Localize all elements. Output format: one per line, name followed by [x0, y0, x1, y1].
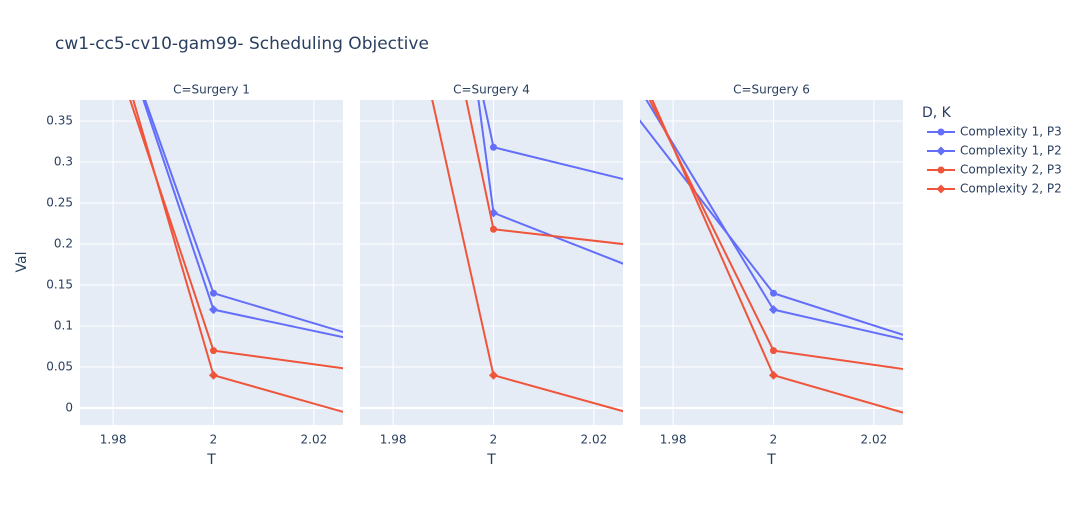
- marker: [921, 368, 928, 375]
- marker: [490, 225, 498, 233]
- marker: [618, 29, 627, 38]
- marker: [770, 289, 778, 297]
- legend-label: Complexity 1, P2: [960, 144, 1062, 158]
- legend-marker: [936, 146, 946, 156]
- y-tick-label: 0.1: [54, 319, 73, 333]
- chart-title: cw1-cc5-cv10-gam99- Scheduling Objective: [55, 34, 429, 54]
- y-axis-label: Val: [14, 252, 30, 273]
- x-tick-label: 1.98: [380, 433, 407, 447]
- plot-area: [129, 100, 343, 413]
- marker: [490, 143, 498, 151]
- plot-area: [431, 100, 623, 413]
- marker: [769, 305, 779, 315]
- x-tick-label: 1.98: [100, 433, 127, 447]
- marker: [769, 370, 779, 380]
- legend-label: Complexity 1, P3: [960, 125, 1062, 139]
- marker: [210, 289, 218, 297]
- legend-title: D, K: [922, 105, 952, 121]
- marker: [770, 347, 778, 355]
- y-tick-label: 0.35: [46, 113, 73, 127]
- y-tick-label: 0.2: [54, 237, 73, 251]
- y-tick-label: 0.25: [46, 196, 73, 210]
- x-axis-label: T: [766, 452, 776, 468]
- legend-label: Complexity 2, P2: [960, 182, 1062, 196]
- legend-marker: [937, 166, 945, 174]
- x-tick-label: 1.98: [660, 433, 687, 447]
- marker: [920, 414, 929, 423]
- x-tick-label: 2: [770, 433, 778, 447]
- x-tick-label: 2: [490, 433, 498, 447]
- plot-area: [618, 29, 929, 423]
- marker: [210, 347, 218, 355]
- plot-background: [360, 100, 623, 425]
- x-tick-label: 2.02: [581, 433, 608, 447]
- marker: [920, 340, 929, 349]
- x-tick-label: 2.02: [301, 433, 328, 447]
- facet-title: C=Surgery 1: [173, 83, 250, 97]
- marker: [618, 57, 627, 66]
- legend-marker: [936, 184, 946, 194]
- y-tick-label: 0.15: [46, 278, 73, 292]
- x-axis-label: T: [486, 452, 496, 468]
- facet-title: C=Surgery 6: [733, 83, 810, 97]
- x-tick-label: 2.02: [861, 433, 888, 447]
- marker: [619, 42, 626, 49]
- legend-marker: [937, 128, 945, 136]
- marker: [921, 338, 928, 345]
- y-tick-label: 0.05: [46, 360, 73, 374]
- marker: [209, 370, 219, 380]
- facet-title: C=Surgery 4: [453, 83, 530, 97]
- legend-label: Complexity 2, P3: [960, 163, 1062, 177]
- marker: [209, 305, 219, 315]
- y-tick-label: 0.3: [54, 154, 73, 168]
- y-tick-label: 0: [65, 401, 73, 415]
- marker: [489, 370, 499, 380]
- x-tick-label: 2: [210, 433, 218, 447]
- x-axis-label: T: [206, 452, 216, 468]
